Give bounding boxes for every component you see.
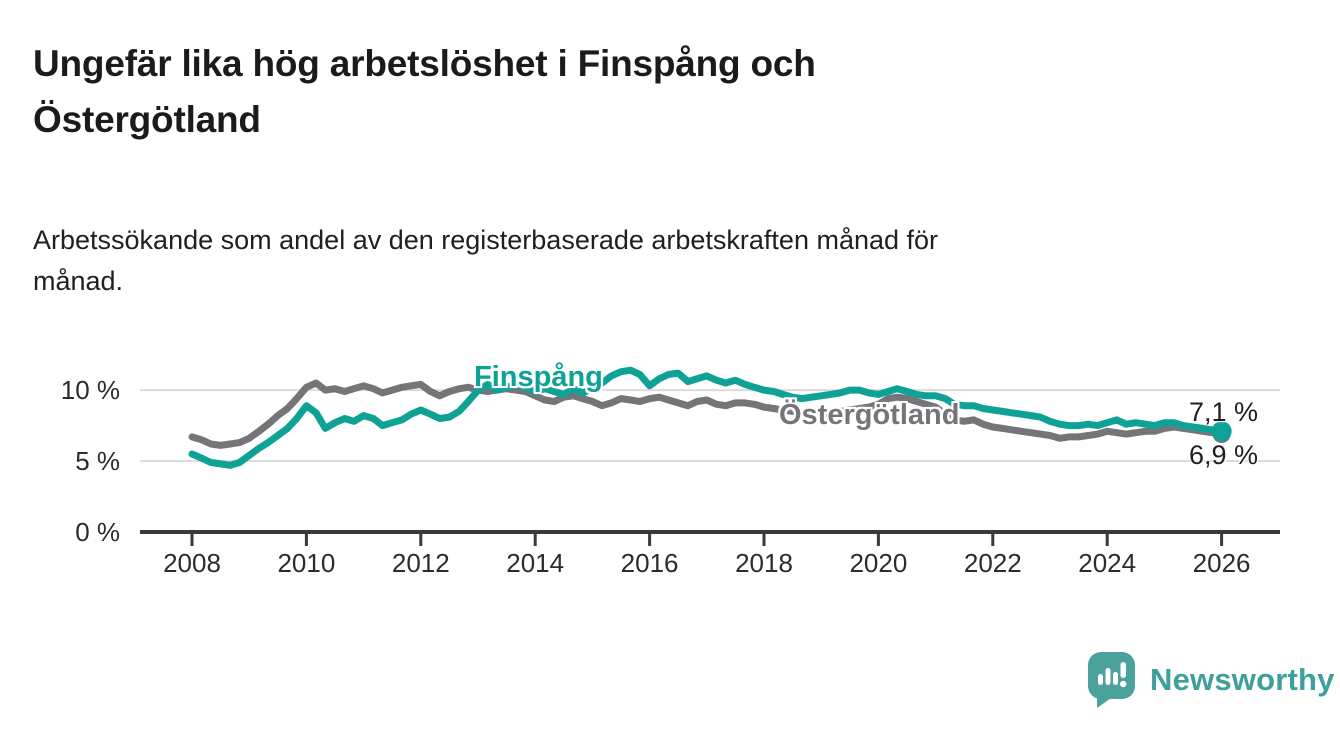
brand-name: Newsworthy xyxy=(1150,662,1335,697)
end-value-finspang: 7,1 % xyxy=(1188,397,1258,427)
title-line-2: Östergötland xyxy=(33,99,261,140)
series-label-finspang: Finspång xyxy=(474,361,603,393)
subtitle-line-2: månad. xyxy=(33,266,124,296)
finspang-line xyxy=(188,366,1226,469)
y-tick-label: 10 % xyxy=(60,375,120,406)
x-tick-label: 2012 xyxy=(391,548,450,578)
page-title: Ungefär lika hög arbetslöshet i Finspång… xyxy=(33,36,816,148)
finspang-end-dot xyxy=(1211,421,1232,442)
title-line-1: Ungefär lika hög arbetslöshet i Finspång… xyxy=(33,43,816,84)
x-tick-label: 2022 xyxy=(963,548,1022,578)
subtitle-line-1: Arbetssökande som andel av den registerb… xyxy=(33,225,939,255)
series-label-ostergotland: Östergötland xyxy=(779,399,960,431)
x-tick-label: 2026 xyxy=(1192,548,1251,578)
chart-subtitle: Arbetssökande som andel av den registerb… xyxy=(33,220,938,302)
x-tick-label: 2024 xyxy=(1078,548,1137,578)
newsworthy-bubble-icon xyxy=(1088,652,1135,708)
newsworthy-logo: Newsworthy xyxy=(1087,651,1335,709)
ostergotland-line xyxy=(188,379,1226,449)
x-tick-label: 2008 xyxy=(163,548,221,578)
y-tick-label: 0 % xyxy=(75,517,120,547)
x-tick-label: 2016 xyxy=(620,548,679,578)
x-tick-label: 2010 xyxy=(277,548,336,578)
end-value-ostergotland: 6,9 % xyxy=(1188,440,1258,470)
x-tick-label: 2014 xyxy=(506,548,565,578)
x-tick-label: 2018 xyxy=(735,548,793,578)
x-tick-label: 2020 xyxy=(849,548,908,578)
y-tick-label: 5 % xyxy=(75,446,120,477)
